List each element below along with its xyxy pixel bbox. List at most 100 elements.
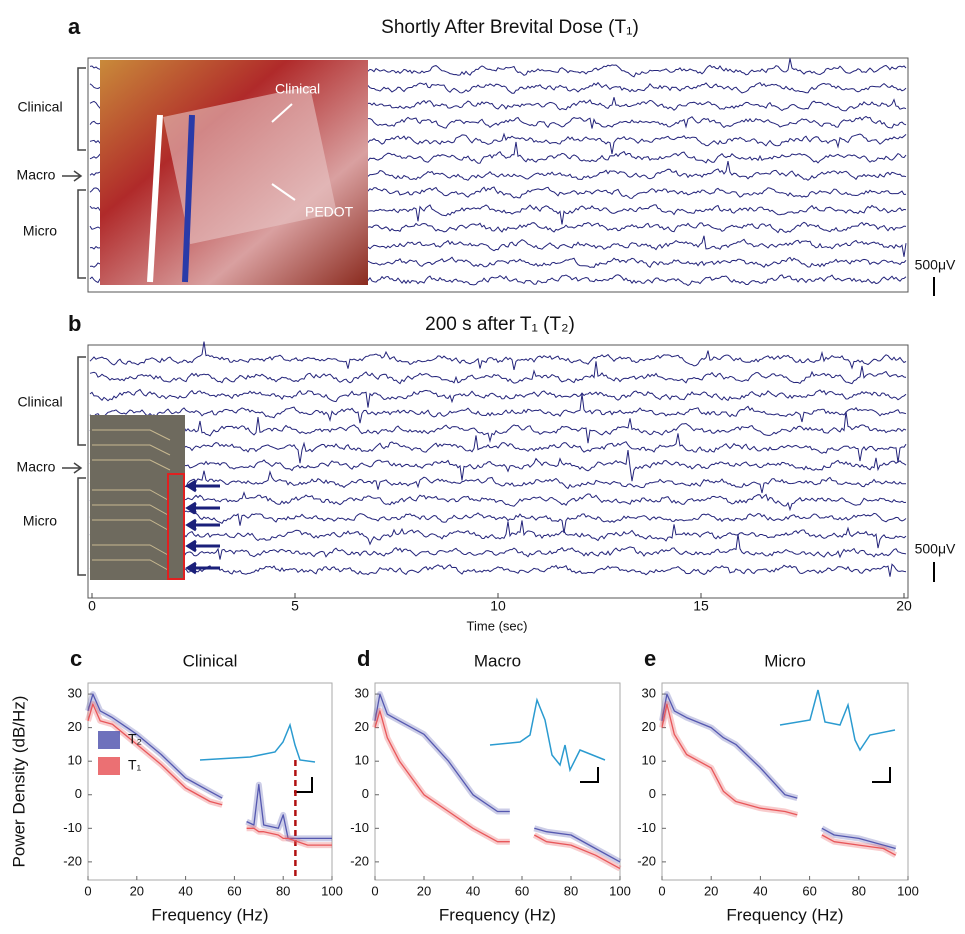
scale-bar bbox=[872, 767, 891, 783]
y-tick-label: 30 bbox=[642, 686, 656, 701]
channel-label: Micro bbox=[23, 223, 57, 239]
trace-box bbox=[87, 344, 909, 599]
plot-area bbox=[374, 682, 621, 881]
confidence-band bbox=[85, 691, 332, 842]
scale-label: 500μV bbox=[915, 257, 956, 273]
x-tick-label: 40 bbox=[466, 883, 480, 898]
x-tick-label: 100 bbox=[609, 883, 631, 898]
eeg-trace bbox=[89, 520, 907, 549]
x-tick-label: 0 bbox=[658, 883, 665, 898]
scale-bar bbox=[580, 767, 599, 783]
x-tick-label: 40 bbox=[753, 883, 767, 898]
series-line bbox=[374, 710, 621, 870]
panel-letter: d bbox=[357, 646, 370, 671]
series-line bbox=[661, 693, 896, 850]
channel-label: Macro bbox=[17, 459, 56, 475]
inset-waveform bbox=[199, 722, 316, 763]
eeg-trace bbox=[89, 491, 907, 512]
x-tick-label: 20 bbox=[417, 883, 431, 898]
eeg-trace bbox=[89, 341, 907, 371]
channel-label: Clinical bbox=[17, 99, 62, 115]
photo-label: Clinical bbox=[275, 81, 320, 97]
eeg-trace bbox=[89, 470, 906, 494]
y-tick-label: 20 bbox=[355, 719, 369, 734]
y-tick-label: 20 bbox=[642, 719, 656, 734]
confidence-band bbox=[659, 691, 897, 852]
y-tick-label: -10 bbox=[637, 820, 656, 835]
scale-bar bbox=[294, 777, 313, 793]
plot-area bbox=[661, 682, 909, 881]
electrode-array bbox=[163, 85, 337, 245]
channel-label: Macro bbox=[17, 167, 56, 183]
panel-letter: b bbox=[68, 311, 81, 336]
eeg-trace bbox=[89, 388, 907, 408]
legend-swatch bbox=[98, 731, 120, 749]
eeg-trace bbox=[90, 433, 907, 464]
x-tick-label: 100 bbox=[897, 883, 919, 898]
arrow bbox=[62, 462, 83, 474]
x-axis-label: Frequency (Hz) bbox=[726, 905, 843, 924]
y-tick-label: -20 bbox=[637, 853, 656, 868]
y-tick-label: 30 bbox=[68, 686, 82, 701]
bracket bbox=[77, 189, 86, 279]
y-tick-label: -10 bbox=[63, 820, 82, 835]
x-tick-label: 0 bbox=[88, 598, 96, 614]
y-tick-label: -10 bbox=[350, 820, 369, 835]
y-tick-label: -20 bbox=[63, 853, 82, 868]
bracket bbox=[77, 477, 86, 576]
panel-letter: a bbox=[68, 14, 81, 39]
x-tick-label: 80 bbox=[852, 883, 866, 898]
chart-title: Clinical bbox=[183, 651, 238, 670]
y-tick-label: 10 bbox=[642, 753, 656, 768]
x-tick-label: 20 bbox=[704, 883, 718, 898]
series-line bbox=[374, 693, 621, 863]
x-tick-label: 20 bbox=[130, 883, 144, 898]
chart-title: Macro bbox=[474, 651, 521, 670]
panel-title: Shortly After Brevital Dose (T₁) bbox=[381, 17, 639, 38]
panel-letter: e bbox=[644, 646, 656, 671]
plot-area bbox=[87, 682, 333, 881]
x-tick-label: 80 bbox=[276, 883, 290, 898]
x-tick-label: 100 bbox=[321, 883, 343, 898]
arrow bbox=[271, 103, 293, 123]
series-line bbox=[87, 703, 332, 846]
x-tick-label: 80 bbox=[564, 883, 578, 898]
x-tick-label: 5 bbox=[291, 598, 299, 614]
series-line bbox=[661, 703, 897, 856]
y-tick-label: 0 bbox=[75, 786, 82, 801]
eeg-trace bbox=[89, 411, 907, 444]
x-tick-label: 20 bbox=[896, 598, 912, 614]
arrow bbox=[271, 183, 296, 201]
eeg-trace bbox=[89, 361, 907, 385]
confidence-band bbox=[659, 701, 898, 858]
cable bbox=[147, 114, 163, 283]
eeg-trace bbox=[89, 506, 907, 534]
eeg-trace bbox=[89, 534, 907, 560]
x-tick-label: 60 bbox=[802, 883, 816, 898]
eeg-trace bbox=[89, 450, 907, 482]
x-tick-label: 15 bbox=[693, 598, 709, 614]
y-tick-label: -20 bbox=[350, 853, 369, 868]
eeg-trace bbox=[89, 393, 907, 424]
channel-label: Micro bbox=[23, 513, 57, 529]
array-traces bbox=[92, 429, 171, 571]
x-tick-label: 0 bbox=[84, 883, 91, 898]
y-tick-label: 30 bbox=[355, 686, 369, 701]
x-tick-label: 10 bbox=[490, 598, 506, 614]
x-tick-label: 60 bbox=[227, 883, 241, 898]
x-axis-label: Time (sec) bbox=[467, 618, 528, 633]
array-inset bbox=[90, 415, 185, 580]
cable bbox=[182, 114, 195, 283]
legend-swatch bbox=[98, 757, 120, 775]
legend-label: T₂ bbox=[128, 731, 142, 747]
y-tick-label: 0 bbox=[362, 786, 369, 801]
eeg-trace bbox=[89, 563, 907, 577]
y-axis-label: Power Density (dB/Hz) bbox=[9, 696, 28, 868]
photo-label: PEDOT bbox=[305, 204, 354, 220]
x-tick-label: 40 bbox=[178, 883, 192, 898]
scale-label: 500μV bbox=[915, 541, 956, 557]
eeg-traces bbox=[89, 341, 907, 577]
channel-label: Clinical bbox=[17, 394, 62, 410]
